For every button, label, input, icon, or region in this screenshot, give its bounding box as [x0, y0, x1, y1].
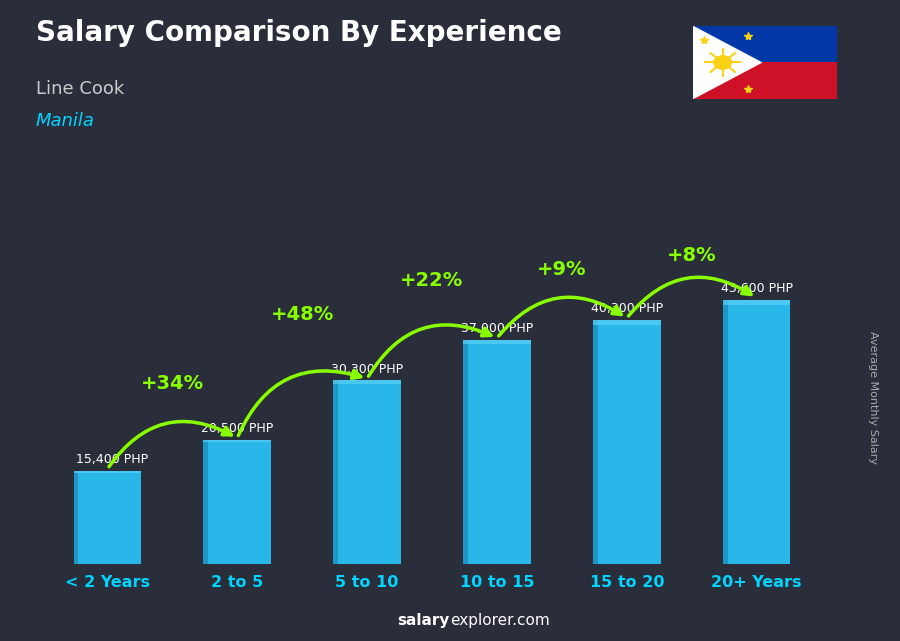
Text: +8%: +8%: [667, 246, 716, 265]
Text: 37,000 PHP: 37,000 PHP: [461, 322, 533, 335]
Text: explorer.com: explorer.com: [450, 613, 550, 628]
FancyArrowPatch shape: [499, 297, 621, 336]
Text: Manila: Manila: [36, 112, 94, 130]
Text: Salary Comparison By Experience: Salary Comparison By Experience: [36, 19, 562, 47]
Bar: [74, 470, 141, 472]
Bar: [464, 340, 531, 564]
Text: Average Monthly Salary: Average Monthly Salary: [868, 331, 878, 464]
Text: 20,500 PHP: 20,500 PHP: [201, 422, 274, 435]
Text: 30,300 PHP: 30,300 PHP: [331, 363, 403, 376]
Polygon shape: [693, 26, 762, 99]
Text: salary: salary: [398, 613, 450, 628]
Text: +9%: +9%: [537, 260, 587, 279]
Text: 40,300 PHP: 40,300 PHP: [590, 302, 662, 315]
Bar: [693, 62, 837, 99]
Bar: [723, 300, 790, 305]
Bar: [74, 470, 141, 564]
FancyArrowPatch shape: [368, 325, 490, 376]
FancyArrowPatch shape: [628, 277, 751, 316]
Circle shape: [713, 55, 733, 70]
Bar: [464, 340, 531, 344]
Bar: [333, 381, 338, 564]
Text: +34%: +34%: [140, 374, 204, 392]
FancyArrowPatch shape: [238, 370, 361, 435]
Bar: [593, 320, 661, 325]
Bar: [74, 470, 78, 564]
FancyArrowPatch shape: [109, 422, 231, 467]
Text: +48%: +48%: [271, 305, 334, 324]
Bar: [593, 320, 661, 564]
Bar: [693, 26, 837, 62]
Bar: [723, 300, 790, 564]
Bar: [593, 320, 598, 564]
Bar: [464, 340, 468, 564]
Text: 43,600 PHP: 43,600 PHP: [721, 282, 793, 295]
Bar: [203, 440, 271, 564]
Bar: [723, 300, 727, 564]
Text: Line Cook: Line Cook: [36, 80, 124, 98]
Bar: [203, 440, 208, 564]
Bar: [333, 381, 400, 564]
Bar: [333, 381, 400, 384]
Text: 15,400 PHP: 15,400 PHP: [76, 453, 148, 466]
Bar: [203, 440, 271, 442]
Text: +22%: +22%: [400, 271, 464, 290]
